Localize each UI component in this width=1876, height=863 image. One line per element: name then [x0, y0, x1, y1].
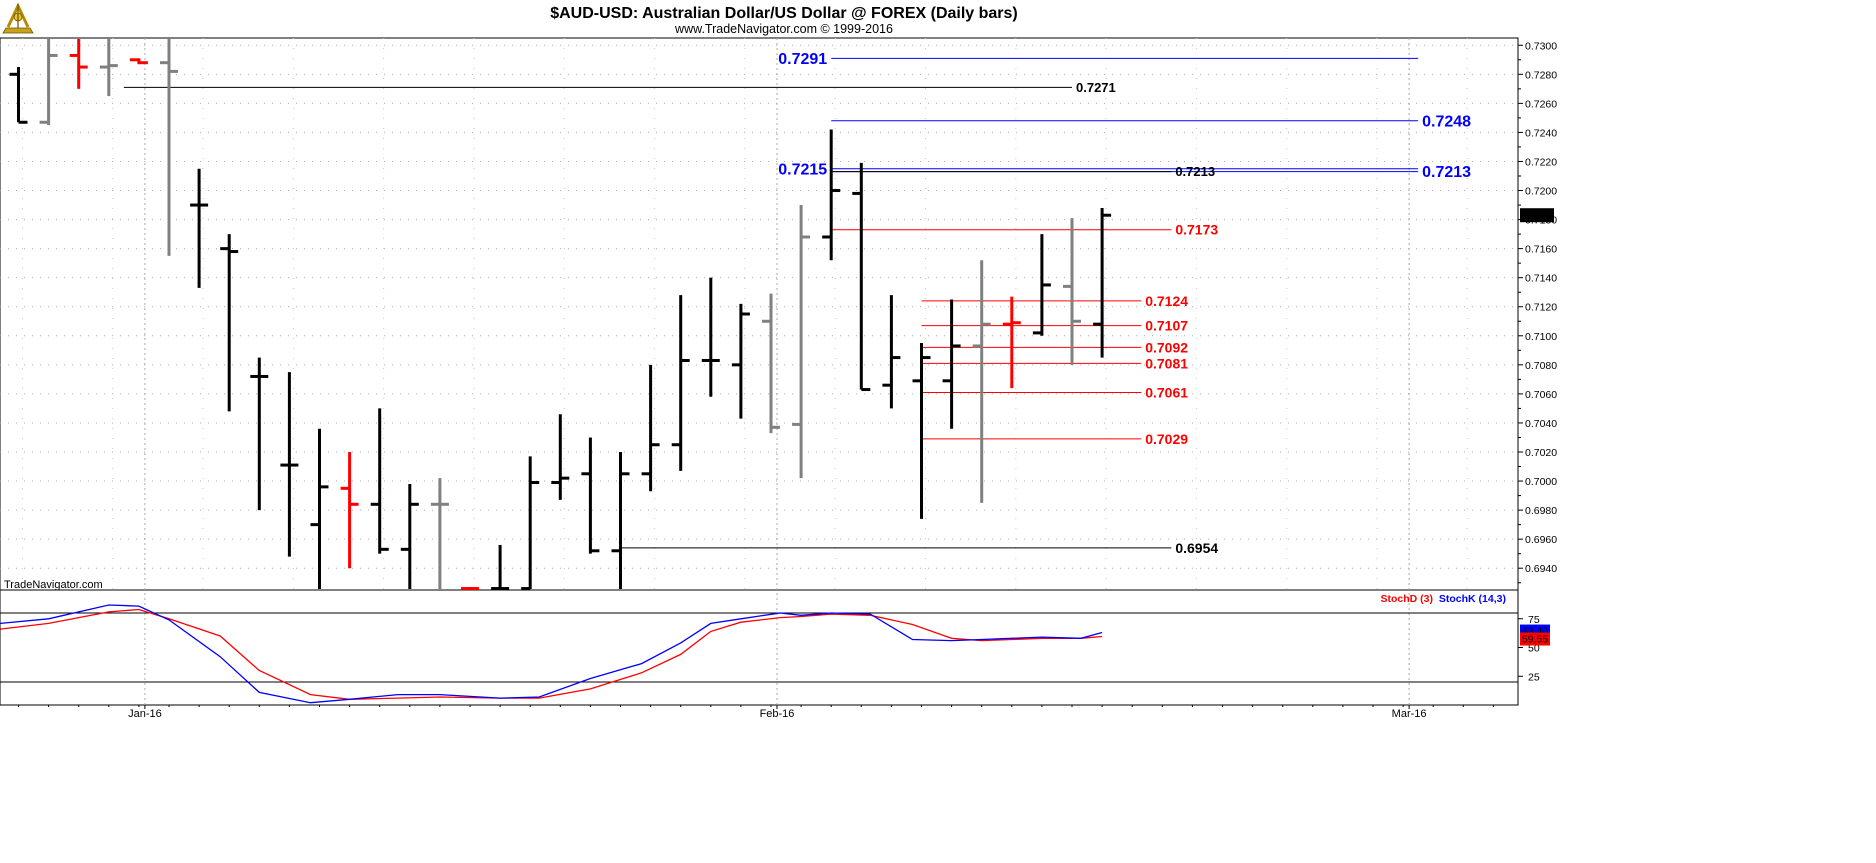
- stochastic-tick-label-1: 50: [1528, 643, 1540, 655]
- ohlc-bar-32: [972, 260, 991, 503]
- ohlc-bar-2: [69, 39, 88, 89]
- ohlc-bar-35: [1063, 218, 1081, 365]
- price-tick-label-15: 0.7000: [1525, 476, 1557, 488]
- level-label-8: 0.7107: [1145, 318, 1188, 334]
- ohlc-bar-15: [461, 587, 479, 591]
- ohlc-bar-3: [99, 39, 118, 97]
- legend-stochk: StochK (14,3): [1439, 593, 1506, 605]
- price-tick-label-0: 0.7300: [1525, 40, 1557, 52]
- ohlc-bar-14: [430, 478, 449, 589]
- date-tick-label-2: Mar-16: [1392, 708, 1427, 720]
- ohlc-bar-25: [762, 293, 780, 434]
- level-label-9: 0.7092: [1145, 339, 1188, 355]
- ohlc-bar-17: [521, 456, 540, 591]
- level-label-13: 0.6954: [1175, 540, 1218, 556]
- ohlc-bar-4: [129, 58, 148, 65]
- price-tick-label-8: 0.7140: [1525, 273, 1557, 285]
- grid-layer: [0, 38, 1518, 705]
- ohlc-bar-26: [792, 205, 811, 479]
- ohlc-bar-21: [641, 364, 660, 492]
- stochd-last-value: 59.55: [1522, 634, 1548, 646]
- price-tick-label-5: 0.7200: [1525, 186, 1557, 198]
- level-label-3: 0.7215: [778, 161, 827, 178]
- price-tick-label-10: 0.7100: [1525, 331, 1557, 343]
- price-tick-label-12: 0.7060: [1525, 389, 1557, 401]
- price-tick-label-13: 0.7040: [1525, 418, 1557, 430]
- ohlc-bar-16: [491, 544, 510, 591]
- ohlc-bar-22: [671, 295, 690, 471]
- ohlc-bar-0: [9, 67, 28, 124]
- price-tick-label-14: 0.7020: [1525, 447, 1557, 459]
- ohlc-bar-28: [852, 162, 871, 392]
- ohlc-bar-36: [1093, 207, 1112, 358]
- ohlc-bar-6: [190, 168, 209, 288]
- price-tick-label-16: 0.6980: [1525, 505, 1557, 517]
- ohlc-bar-19: [581, 437, 600, 554]
- price-tick-label-17: 0.6960: [1525, 534, 1557, 546]
- level-label-11: 0.7061: [1145, 384, 1188, 400]
- ohlc-bar-7: [220, 234, 239, 412]
- price-tick-label-9: 0.7120: [1525, 302, 1557, 314]
- ohlc-bar-24: [731, 303, 750, 419]
- watermark-label: TradeNavigator.com: [4, 579, 103, 591]
- ohlc-bar-18: [551, 414, 570, 500]
- ohlc-bar-12: [370, 408, 389, 554]
- stochastic-tick-label-0: 75: [1528, 614, 1540, 626]
- legend-stochd: StochD (3): [1381, 593, 1434, 605]
- chart-window: $AUD-USD: Australian Dollar/US Dollar @ …: [0, 2, 1558, 720]
- ohlc-bar-10: [310, 428, 329, 589]
- price-tick-label-4: 0.7220: [1525, 156, 1557, 168]
- price-tick-label-3: 0.7240: [1525, 127, 1557, 139]
- level-labels: 0.7291 0.7271 0.7248 0.7215 0.7213 0.7213 0.71…: [778, 51, 1471, 556]
- last-price-label: 0.7183: [1521, 210, 1553, 222]
- level-label-0: 0.7291: [778, 51, 827, 68]
- ohlc-bar-11: [340, 452, 359, 569]
- stochastic-axis: 75 50 25: [1518, 614, 1540, 683]
- stochastic-line-red: [0, 608, 1103, 700]
- ohlc-bar-30: [912, 343, 931, 519]
- date-axis: Jan-16 Feb-16 Mar-16: [18, 705, 1494, 720]
- level-label-5: 0.7213: [1175, 164, 1215, 179]
- ohlc-bar-33: [1002, 296, 1021, 389]
- price-bars: [9, 39, 1112, 591]
- stochastic-last-markers: 63.40 59.55: [1520, 624, 1550, 646]
- ohlc-bar-5: [160, 39, 178, 256]
- ohlc-bar-9: [280, 372, 299, 557]
- level-label-2: 0.7248: [1422, 113, 1471, 130]
- date-tick-label-0: Jan-16: [128, 708, 162, 720]
- price-tick-label-2: 0.7260: [1525, 98, 1557, 110]
- sextant-logo-icon: [2, 2, 34, 34]
- ohlc-bar-31: [942, 299, 961, 429]
- level-label-1: 0.7271: [1076, 80, 1116, 95]
- stochastic-line-blue: [0, 604, 1103, 704]
- date-tick-label-1: Feb-16: [760, 708, 795, 720]
- chart-subtitle: www.TradeNavigator.com © 1999-2016: [674, 22, 893, 36]
- level-label-10: 0.7081: [1145, 355, 1188, 371]
- chart-title: $AUD-USD: Australian Dollar/US Dollar @ …: [550, 5, 1018, 22]
- price-tick-label-1: 0.7280: [1525, 69, 1557, 81]
- ohlc-bar-13: [400, 483, 419, 589]
- ohlc-bar-34: [1032, 234, 1051, 336]
- stochastic-panel-frame: [0, 589, 1519, 706]
- level-label-7: 0.7124: [1145, 293, 1188, 309]
- level-label-12: 0.7029: [1145, 431, 1188, 447]
- stochastic-indicator: [0, 604, 1518, 704]
- ohlc-bar-23: [701, 277, 720, 397]
- price-tick-label-11: 0.7080: [1525, 360, 1557, 372]
- ohlc-bar-29: [882, 295, 901, 409]
- ohlc-bar-27: [822, 129, 841, 261]
- level-lines: [123, 57, 1419, 549]
- ohlc-bar-8: [250, 357, 269, 511]
- price-axis: 0.7300 0.7280 0.7260 0.7240 0.7220 0.7200 0.71…: [1518, 40, 1557, 584]
- price-tick-label-7: 0.7160: [1525, 244, 1557, 256]
- chart-canvas: $AUD-USD: Australian Dollar/US Dollar @ …: [0, 2, 1557, 720]
- last-price-marker: 0.7183: [1520, 208, 1554, 223]
- level-label-4: 0.7213: [1422, 164, 1471, 181]
- stochastic-tick-label-2: 25: [1528, 671, 1540, 683]
- ohlc-bar-20: [611, 452, 630, 589]
- level-label-6: 0.7173: [1175, 222, 1218, 238]
- ohlc-bar-1: [39, 39, 58, 126]
- price-tick-label-18: 0.6940: [1525, 563, 1557, 575]
